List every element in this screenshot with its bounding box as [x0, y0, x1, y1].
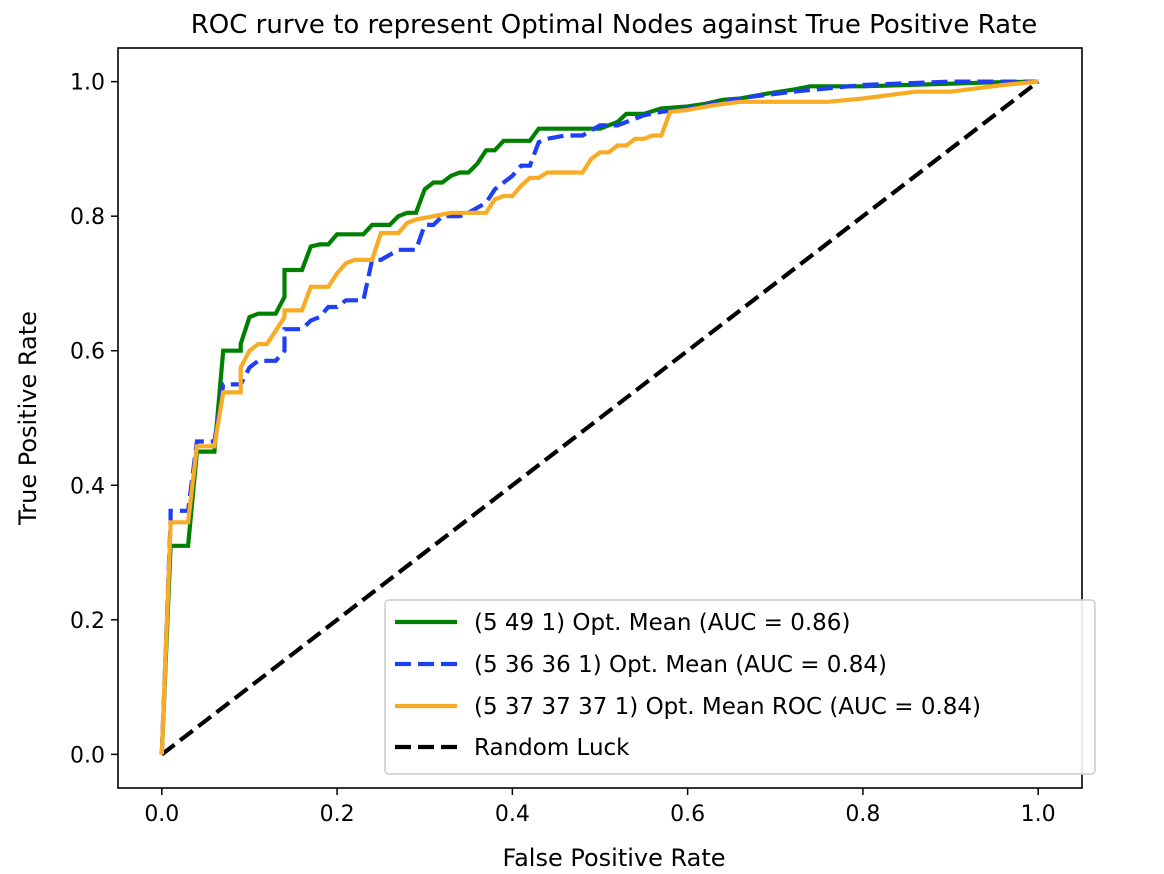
legend: (5 49 1) Opt. Mean (AUC = 0.86) (5 36 36 … [384, 599, 1096, 775]
y-tick-label: 0.0 [70, 743, 105, 768]
x-tick-label: 0.8 [845, 802, 880, 827]
axis-ticks: 0.0 0.2 0.4 0.6 0.8 1.0 0.0 0.2 0.4 0.6 0.8 1.0 [70, 71, 1056, 827]
series-line-3 [160, 79, 1040, 757]
x-tick-label: 0.2 [320, 802, 355, 827]
axes-frame [117, 47, 1083, 789]
legend-entry-label: (5 36 36 1) Opt. Mean (AUC = 0.84) [474, 652, 887, 678]
series-line-2 [159, 79, 1039, 755]
y-tick-label: 0.8 [70, 205, 105, 230]
legend-entry-label: (5 37 37 37 1) Opt. Mean ROC (AUC = 0.84… [474, 694, 981, 720]
legend-entry-label: (5 49 1) Opt. Mean (AUC = 0.86) [474, 610, 850, 636]
plot-area [159, 79, 1040, 757]
y-tick-label: 0.6 [70, 340, 105, 365]
y-tick-label: 1.0 [70, 71, 105, 96]
x-tick-label: 1.0 [1021, 802, 1056, 827]
chart-title: ROC rurve to represent Optimal Nodes aga… [191, 10, 1038, 40]
x-tick-label: 0.4 [495, 802, 530, 827]
y-tick-label: 0.4 [70, 474, 105, 499]
legend-box [384, 599, 1096, 775]
y-axis-label: True Positive Rate [14, 311, 42, 526]
series-line-1 [159, 79, 1039, 755]
legend-entry-label: Random Luck [474, 735, 630, 761]
y-tick-label: 0.2 [70, 609, 105, 634]
x-tick-label: 0.6 [670, 802, 705, 827]
x-axis-label: False Positive Rate [502, 844, 725, 872]
x-tick-label: 0.0 [144, 802, 179, 827]
